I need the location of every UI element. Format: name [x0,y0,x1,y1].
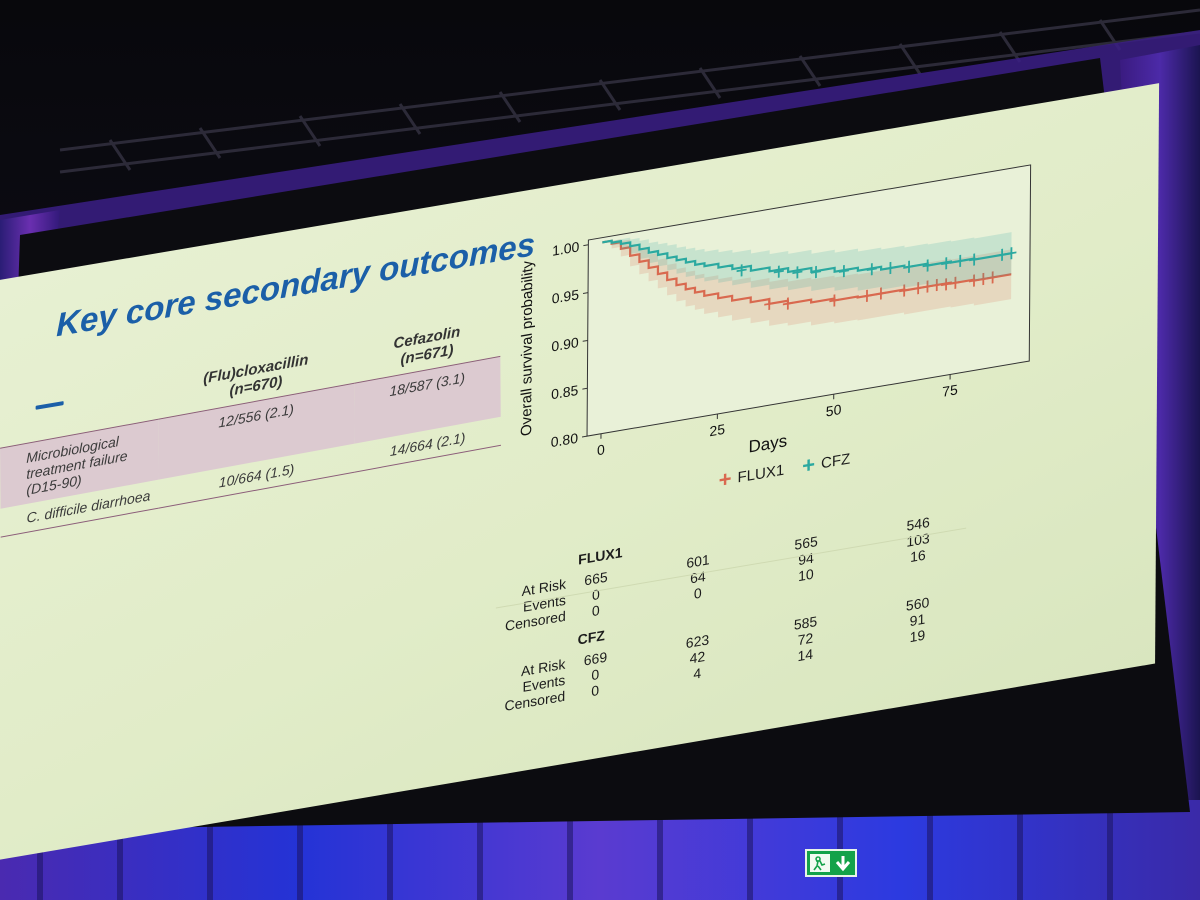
censor-mark-flux1 [875,287,886,300]
censor-mark-flux1 [978,272,989,286]
censor-mark-cfz [922,259,933,272]
censor-mark-cfz [885,261,896,275]
y-tick-label: 1.00 [552,238,580,259]
km-line-cfz [602,239,1012,274]
projection-screen: Key core secondary outcomes (Flu)cloxaci… [0,83,1160,861]
y-tick [583,244,589,247]
slide: Key core secondary outcomes (Flu)cloxaci… [0,83,1160,861]
censor-mark-cfz [904,260,915,273]
y-tick [582,339,588,342]
censor-mark-flux1 [861,289,872,303]
risk-group-name: FLUX1 [578,544,623,568]
legend-cfz-symbol: + [802,451,816,479]
emergency-exit-icon [813,856,826,871]
censor-mark-flux1 [987,271,998,284]
y-tick-label: 0.90 [551,334,579,355]
censor-mark-flux1 [782,297,793,310]
risk-group-name: CFZ [577,626,605,648]
y-tick-label: 0.80 [551,430,579,451]
legend-flux1-symbol: + [718,465,732,493]
censor-mark-cfz [736,264,747,277]
x-axis-label: Days [748,430,787,456]
censor-mark-flux1 [931,278,942,292]
exit-sign [805,849,857,877]
ci-band-flux1 [602,239,1012,326]
censor-mark-flux1 [829,294,840,307]
censor-mark-cfz [792,266,803,279]
down-arrow-icon [835,856,851,872]
legend-cfz-label: CFZ [821,449,851,472]
censor-mark-cfz [866,263,877,276]
x-tick-label: 50 [826,401,842,420]
censor-mark-flux1 [913,282,924,295]
y-tick [582,435,588,438]
censor-mark-cfz [941,257,952,270]
risk-table-divider [495,527,967,609]
censor-mark-cfz [810,265,822,279]
y-tick [583,292,589,294]
ceiling-truss [59,8,1200,174]
censor-mark-cfz [955,254,966,268]
censor-mark-flux1 [922,280,933,293]
x-tick-label: 0 [597,441,605,458]
y-tick-label: 0.95 [552,286,580,307]
km-survival-chart: 0.80 0.85 0.90 0.95 1.00 0 25 50 75 Days Overall s… [518,164,1032,458]
censor-mark-cfz [997,248,1008,261]
censor-mark-flux1 [950,276,961,289]
x-tick-label: 75 [942,381,958,400]
censor-mark-cfz [773,265,784,278]
censor-mark-flux1 [899,284,910,297]
censor-mark-flux1 [969,274,980,287]
plot-border [586,164,1032,437]
y-tick [582,387,588,390]
censor-mark-cfz [1006,247,1017,260]
censor-mark-cfz [838,264,849,278]
ci-band-cfz [602,232,1012,292]
censor-mark-flux1 [941,278,952,291]
censor-mark-cfz [969,253,980,266]
y-axis-label: Overall survival probability [518,259,536,437]
x-tick-label: 25 [709,421,725,440]
y-tick-label: 0.85 [551,382,579,403]
censor-mark-flux1 [764,297,775,311]
